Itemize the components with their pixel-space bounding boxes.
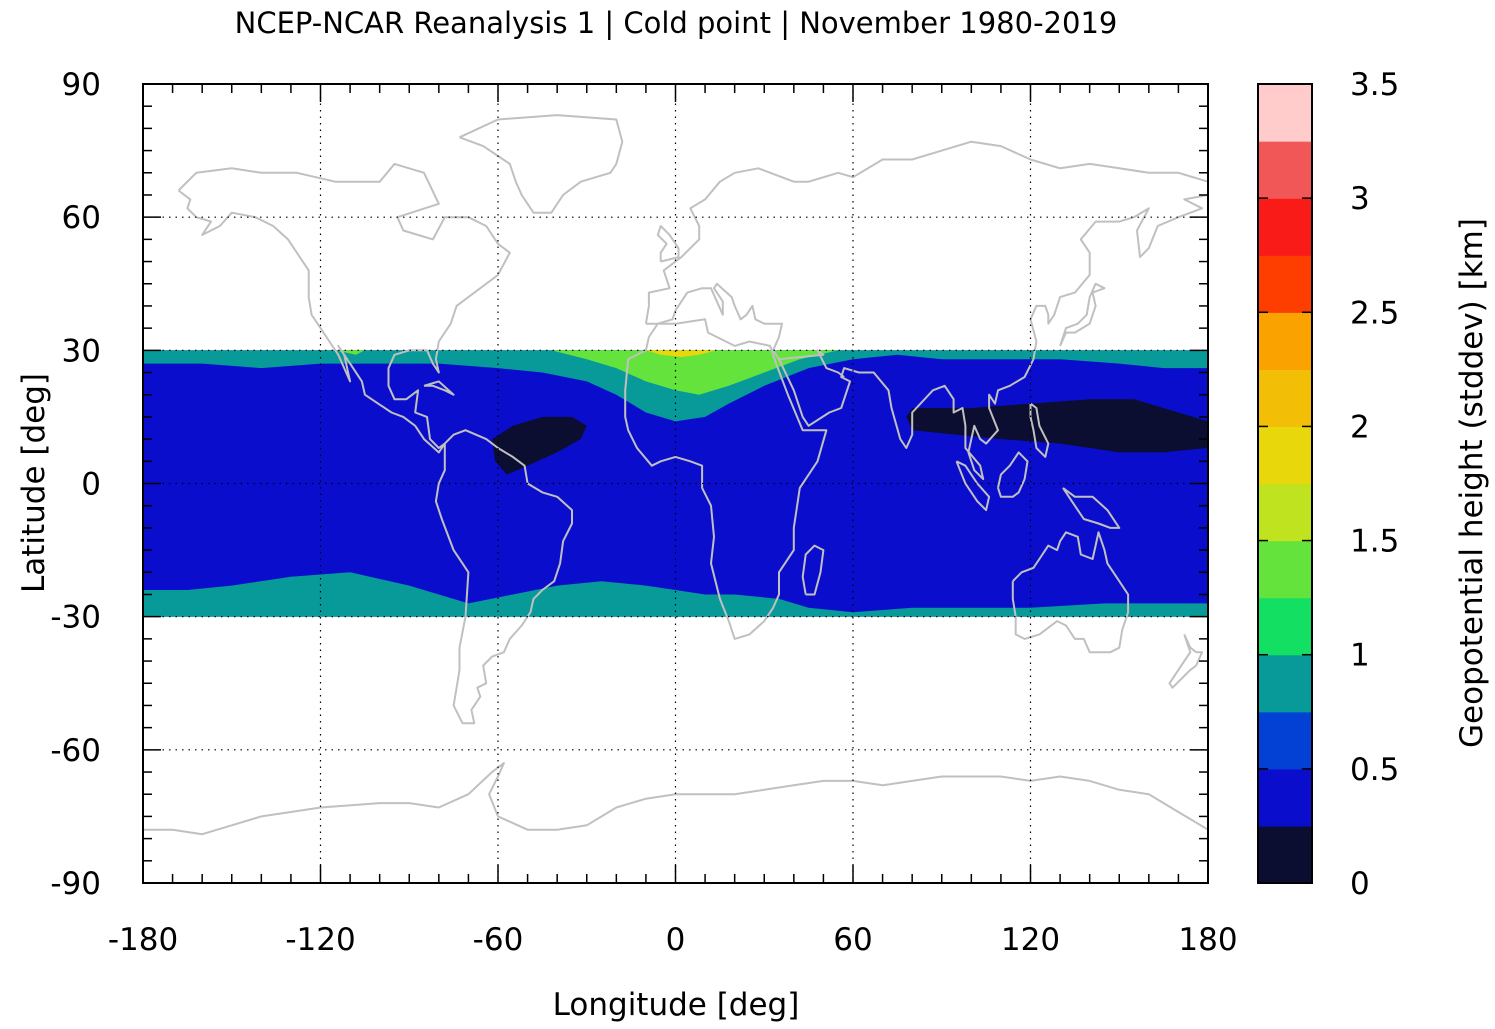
x-tick-label: 60: [833, 922, 872, 958]
chart-title: NCEP-NCAR Reanalysis 1 | Cold point | No…: [235, 6, 1118, 40]
colorbar-segment: [1258, 141, 1312, 199]
coastline-south-america: [434, 429, 573, 725]
coastline-africa: [624, 318, 828, 640]
y-tick-label: -30: [50, 600, 101, 636]
colorbar-segment: [1258, 483, 1312, 542]
colorbar-segment: [1258, 825, 1312, 884]
colorbar-label: Geopotential height (stddev) [km]: [1454, 218, 1490, 748]
x-tick-label: 120: [1001, 922, 1060, 958]
coastline-australia: [1011, 531, 1130, 654]
colorbar-segment: [1258, 597, 1312, 656]
colorbar-segment: [1258, 711, 1312, 770]
x-tick-label: 0: [666, 922, 686, 958]
x-tick-labels: -180 -120 -60 0 60 120 180: [108, 922, 1238, 958]
colorbar-tick-label: 0.5: [1350, 752, 1399, 788]
colorbar-tick-label: 3.5: [1350, 67, 1399, 103]
y-axis-label: Latitude [deg]: [16, 373, 52, 593]
coastline-madagascar: [801, 544, 825, 596]
x-tick-label: -180: [108, 922, 178, 958]
coastline-antarctica: [143, 762, 1208, 836]
colorbar-segment: [1258, 540, 1312, 599]
y-tick-label: 30: [62, 333, 101, 369]
y-tick-label: 90: [62, 67, 101, 103]
coastline-japan: [1059, 282, 1106, 347]
y-tick-labels: 90 60 30 0 -30 -60 -90: [50, 67, 101, 902]
colorbar-tick-label: 2.5: [1350, 295, 1399, 331]
y-tick-label: 0: [81, 467, 101, 503]
coastline-borneo: [997, 451, 1029, 498]
x-tick-label: -120: [285, 922, 355, 958]
x-axis-label: Longitude [deg]: [553, 987, 800, 1023]
colorbar-segment: [1258, 312, 1312, 370]
plot-area: [143, 84, 1208, 883]
colorbar-tick-label: 1.5: [1350, 524, 1399, 560]
colorbar-segment: [1258, 255, 1312, 313]
coastline-north-america: [177, 162, 511, 454]
colorbar-segment: [1258, 654, 1312, 713]
coastline-arabia-gulf: [778, 349, 845, 378]
y-tick-label: -90: [50, 866, 101, 902]
data-region-4: [645, 350, 717, 357]
axis-ticks: [142, 83, 1209, 884]
colorbar-segment: [1258, 768, 1312, 827]
y-tick-label: 60: [62, 200, 101, 236]
coastline-new-guinea: [1062, 487, 1121, 529]
colorbar-segment: [1258, 426, 1312, 485]
coastline-greenland: [459, 114, 624, 214]
colorbar-tick-label: 1: [1350, 638, 1370, 674]
colorbar-tick-label: 2: [1350, 409, 1370, 445]
colorbar-segment: [1258, 84, 1312, 142]
data-region-2: [551, 350, 839, 395]
colorbar-segment: [1258, 198, 1312, 256]
data-region-5: [143, 572, 1208, 617]
coastline-uk: [656, 225, 680, 263]
colorbar-segment: [1258, 369, 1312, 428]
x-tick-label: 180: [1178, 922, 1237, 958]
colorbar: [1257, 83, 1313, 884]
coastline-sumatra: [955, 460, 991, 512]
colorbar-tick-labels: 0 0.5 1 1.5 2 2.5 3 3.5: [1350, 67, 1399, 902]
y-tick-label: -60: [50, 733, 101, 769]
data-region-7: [906, 399, 1208, 453]
coastline-cuba: [423, 380, 455, 396]
coastline-philippines: [1029, 402, 1050, 458]
coastline-europe-asia: [644, 140, 1208, 481]
colorbar-frame: [1257, 83, 1313, 884]
x-tick-label: -60: [473, 922, 524, 958]
colorbar-tick-label: 0: [1350, 866, 1370, 902]
colorbar-tick-label: 3: [1350, 181, 1370, 217]
coastline-new-zealand: [1168, 633, 1204, 689]
coastlines: [143, 114, 1208, 836]
